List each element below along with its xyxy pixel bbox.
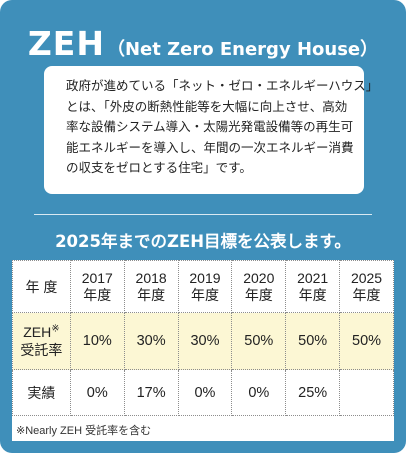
actual-cell: 0% bbox=[69, 369, 125, 416]
year-unit: 年度 bbox=[298, 286, 327, 303]
year-header: 2019 年度 bbox=[177, 260, 233, 313]
table-header-row: 年 度 2017 年度 2018 年度 2019 年度 2020 年度 2021 年度 2… bbox=[12, 260, 394, 313]
year-number: 2025 bbox=[350, 269, 383, 286]
description-line: とは、「外皮の断熱性能等を大幅に向上させ、高効 bbox=[66, 98, 348, 114]
actual-cell bbox=[339, 369, 394, 416]
year-header: 2018 年度 bbox=[123, 260, 179, 313]
description-line: 能エネルギーを導入し、年間の一次エネルギー消費 bbox=[66, 139, 354, 155]
year-number: 2017 bbox=[81, 269, 113, 286]
year-unit: 年度 bbox=[244, 286, 273, 303]
year-header: 2021 年度 bbox=[285, 260, 341, 313]
divider bbox=[34, 214, 372, 215]
year-unit: 年度 bbox=[137, 286, 166, 303]
target-label-line2: 受託率 bbox=[20, 342, 63, 358]
target-row: ZEH※ 受託率 10% 30% 30% 50% 50% 50% bbox=[12, 312, 394, 370]
target-row-label: ZEH※ 受託率 bbox=[12, 312, 71, 370]
target-cell: 50% bbox=[339, 312, 394, 370]
year-number: 2018 bbox=[135, 269, 167, 286]
description-line: 率な設備システム導入・太陽光発電設備等の再生可 bbox=[66, 119, 354, 134]
actual-row-label: 実績 bbox=[12, 369, 71, 416]
year-unit: 年度 bbox=[190, 286, 219, 303]
actual-cell: 17% bbox=[123, 369, 179, 416]
footnote-mark: ※ bbox=[51, 323, 60, 335]
description-line: の収支をゼロとする住宅」です。 bbox=[66, 160, 252, 175]
actual-cell: 0% bbox=[231, 369, 287, 416]
table-footnote: ※Nearly ZEH 受託率を含む bbox=[16, 425, 152, 437]
title-sub: （Net Zero Energy House） bbox=[106, 39, 379, 60]
goal-table-container: 年 度 2017 年度 2018 年度 2019 年度 2020 年度 2021 年度 2… bbox=[12, 260, 394, 441]
description-box: 政府が進めている「ネット・ゼロ・エネルギーハウス」 とは、「外皮の断熱性能等を大… bbox=[44, 66, 379, 194]
year-number: 2019 bbox=[189, 269, 221, 286]
actual-row: 実績 0% 17% 0% 0% 25% bbox=[12, 369, 394, 416]
target-cell: 30% bbox=[123, 312, 179, 370]
year-number: 2020 bbox=[243, 269, 275, 286]
actual-cell: 25% bbox=[285, 369, 341, 416]
goal-subtitle: 2025年までのZEH目標を公表します。 bbox=[55, 232, 351, 251]
title-main: ZEH bbox=[27, 24, 105, 63]
target-cell: 50% bbox=[231, 312, 287, 370]
description-line: 政府が進めている「ネット・ゼロ・エネルギーハウス」 bbox=[66, 78, 379, 93]
year-unit: 年度 bbox=[83, 286, 112, 303]
year-number: 2021 bbox=[297, 269, 329, 286]
year-header: 2020 年度 bbox=[231, 260, 287, 313]
year-header: 2017 年度 bbox=[69, 260, 125, 313]
target-label-line1: ZEH bbox=[23, 324, 52, 340]
year-header: 2025 年度 bbox=[339, 260, 394, 313]
panel-title: ZEH （Net Zero Energy House） bbox=[0, 24, 406, 63]
target-cell: 50% bbox=[285, 312, 341, 370]
zeh-goal-table: 年 度 2017 年度 2018 年度 2019 年度 2020 年度 2021 年度 2… bbox=[12, 260, 394, 416]
year-unit: 年度 bbox=[352, 286, 381, 303]
actual-cell: 0% bbox=[177, 369, 233, 416]
target-cell: 30% bbox=[177, 312, 233, 370]
target-cell: 10% bbox=[69, 312, 125, 370]
corner-label: 年 度 bbox=[12, 260, 71, 313]
